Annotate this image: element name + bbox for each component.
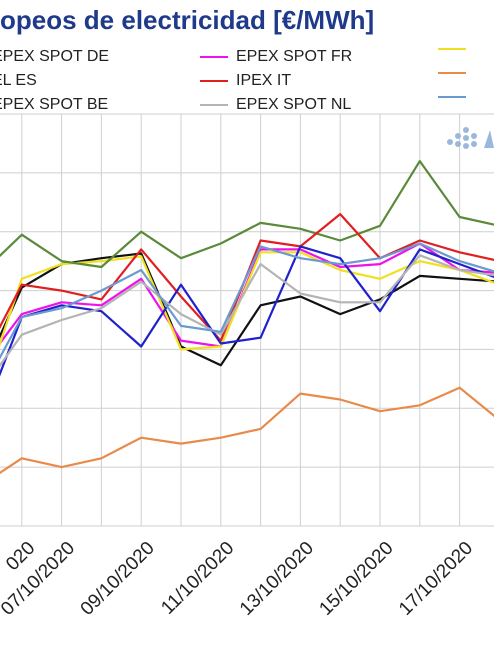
x-tick-label: 15/10/2020: [315, 538, 397, 620]
legend-item: [438, 96, 474, 98]
legend-item: [438, 48, 474, 50]
legend-label: EPEX SPOT FR: [236, 48, 353, 65]
legend-item: EPEX SPOT FR: [200, 48, 352, 66]
series-line: [0, 242, 494, 360]
x-tick-label: 11/10/2020: [157, 538, 238, 619]
legend-item: [438, 72, 474, 74]
watermark-logo-icon: [447, 127, 494, 149]
legend-label: EPEX SPOT DE: [0, 48, 110, 65]
legend-swatch: [200, 80, 228, 82]
legend-item: IPEX IT: [200, 72, 291, 90]
legend: EPEX SPOT DE EPEX SPOT FR EL ES IPEX IT EPEX…: [0, 42, 494, 114]
legend-swatch: [200, 56, 228, 58]
legend-label: EPEX SPOT NL: [236, 96, 352, 113]
legend-swatch: [200, 104, 228, 106]
series-line: [0, 160, 494, 269]
series-line: [0, 254, 494, 368]
chart-title: opeos de electricidad [€/MWh]: [0, 5, 375, 35]
legend-item: EPEX SPOT NL: [200, 96, 351, 114]
legend-swatch: [438, 48, 466, 50]
series-line: [0, 386, 494, 475]
legend-item: EPEX SPOT DE: [0, 48, 109, 66]
x-tick-label: 17/10/2020: [395, 538, 477, 620]
legend-swatch: [438, 96, 466, 98]
legend-label: EPEX SPOT BE: [0, 96, 109, 113]
x-tick-label: 13/10/2020: [236, 538, 318, 620]
legend-swatch: [438, 72, 466, 74]
x-tick-label: 09/10/2020: [77, 538, 159, 620]
legend-item: EPEX SPOT BE: [0, 96, 108, 114]
legend-label: EL ES: [0, 72, 37, 89]
legend-label: IPEX IT: [236, 72, 292, 89]
legend-item: EL ES: [0, 72, 37, 90]
